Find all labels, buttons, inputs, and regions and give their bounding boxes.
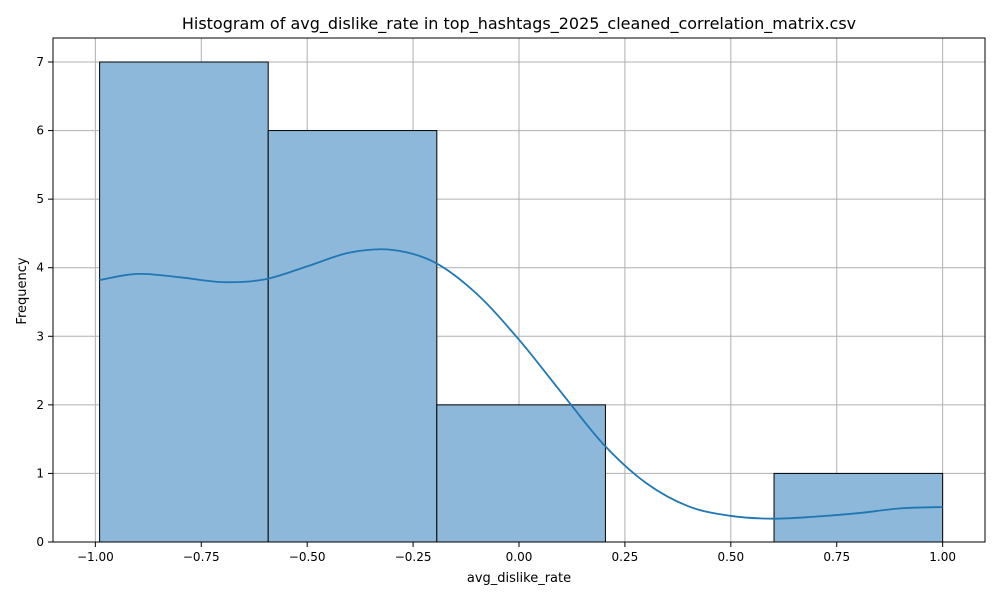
x-tick-label: −0.50 <box>289 550 326 564</box>
y-tick-label: 7 <box>36 55 44 69</box>
y-tick-label: 6 <box>36 124 44 138</box>
kde-curve <box>99 248 943 520</box>
histogram-bar <box>267 130 438 543</box>
x-tick-label: −0.25 <box>395 550 432 564</box>
y-tick-label: 0 <box>36 535 44 549</box>
x-tick-label: 0.25 <box>612 550 639 564</box>
y-tick-label: 4 <box>36 261 44 275</box>
chart-title: Histogram of avg_dislike_rate in top_has… <box>182 14 856 34</box>
x-tick-label: −0.75 <box>183 550 220 564</box>
y-tick-label: 2 <box>36 398 44 412</box>
y-tick-label: 3 <box>36 329 44 343</box>
x-tick-label: 0.50 <box>717 550 744 564</box>
y-tick-label: 1 <box>36 466 44 480</box>
kde-line <box>99 248 943 520</box>
x-axis-label: avg_dislike_rate <box>467 571 571 586</box>
x-axis-ticks: −1.00 −0.75 −0.50 −0.25 0.00 0.25 0.50 0.75 1.00 <box>77 542 956 564</box>
y-tick-label: 5 <box>36 192 44 206</box>
x-tick-label: 1.00 <box>929 550 956 564</box>
y-axis-ticks: 0 1 2 3 4 5 6 7 <box>36 55 53 549</box>
histogram-bar <box>99 61 269 543</box>
histogram-bar <box>436 404 606 543</box>
y-axis-label: Frequency <box>15 257 30 324</box>
histogram-bars <box>99 61 944 543</box>
x-tick-label: 0.75 <box>823 550 850 564</box>
x-tick-label: −1.00 <box>77 550 114 564</box>
x-tick-label: 0.00 <box>506 550 533 564</box>
